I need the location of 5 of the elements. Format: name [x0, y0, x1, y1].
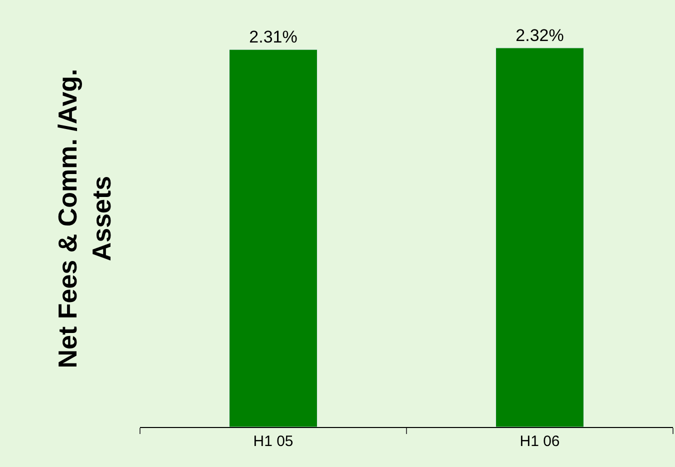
y-axis-title: Net Fees & Comm. /Avg. Assets — [52, 68, 116, 368]
data-label: 2.31% — [249, 28, 298, 47]
x-tick-label: H1 06 — [520, 433, 560, 450]
x-tick-label: H1 05 — [253, 433, 294, 450]
data-label: 2.32% — [516, 26, 564, 45]
